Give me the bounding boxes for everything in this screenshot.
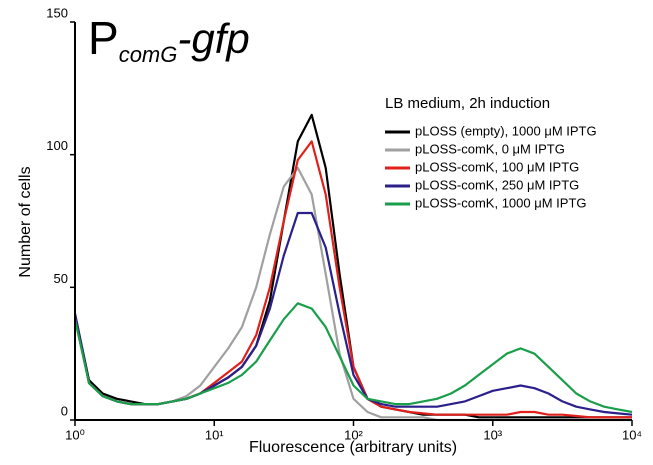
title-suffix: -gfp xyxy=(177,15,249,62)
y-axis-label: Number of cells xyxy=(17,166,34,277)
x-tick-label: 10² xyxy=(344,427,363,442)
x-tick-label: 10⁴ xyxy=(622,427,642,442)
x-tick-label: 10¹ xyxy=(205,427,224,442)
legend-label: pLOSS-comK, 100 μM IPTG xyxy=(415,159,579,174)
legend-label: pLOSS-comK, 0 μM IPTG xyxy=(415,141,565,156)
x-tick-label: 10⁰ xyxy=(65,427,85,442)
legend-label: pLOSS (empty), 1000 μM IPTG xyxy=(415,123,597,138)
y-tick-label: 150 xyxy=(46,5,68,20)
chart-title: PcomG-gfp xyxy=(88,12,250,67)
title-subscript: comG xyxy=(119,42,178,67)
y-tick-label: 100 xyxy=(46,138,68,153)
series-line xyxy=(73,302,633,414)
x-axis-label: Fluorescence (arbitrary units) xyxy=(249,439,457,456)
x-tick-label: 10³ xyxy=(483,427,502,442)
legend-title: LB medium, 2h induction xyxy=(385,95,550,112)
legend-label: pLOSS-comK, 1000 μM IPTG xyxy=(415,195,587,210)
y-tick-label: 0 xyxy=(61,403,68,418)
y-tick-label: 50 xyxy=(54,271,68,286)
title-main: P xyxy=(88,12,119,64)
legend-label: pLOSS-comK, 250 μM IPTG xyxy=(415,177,579,192)
